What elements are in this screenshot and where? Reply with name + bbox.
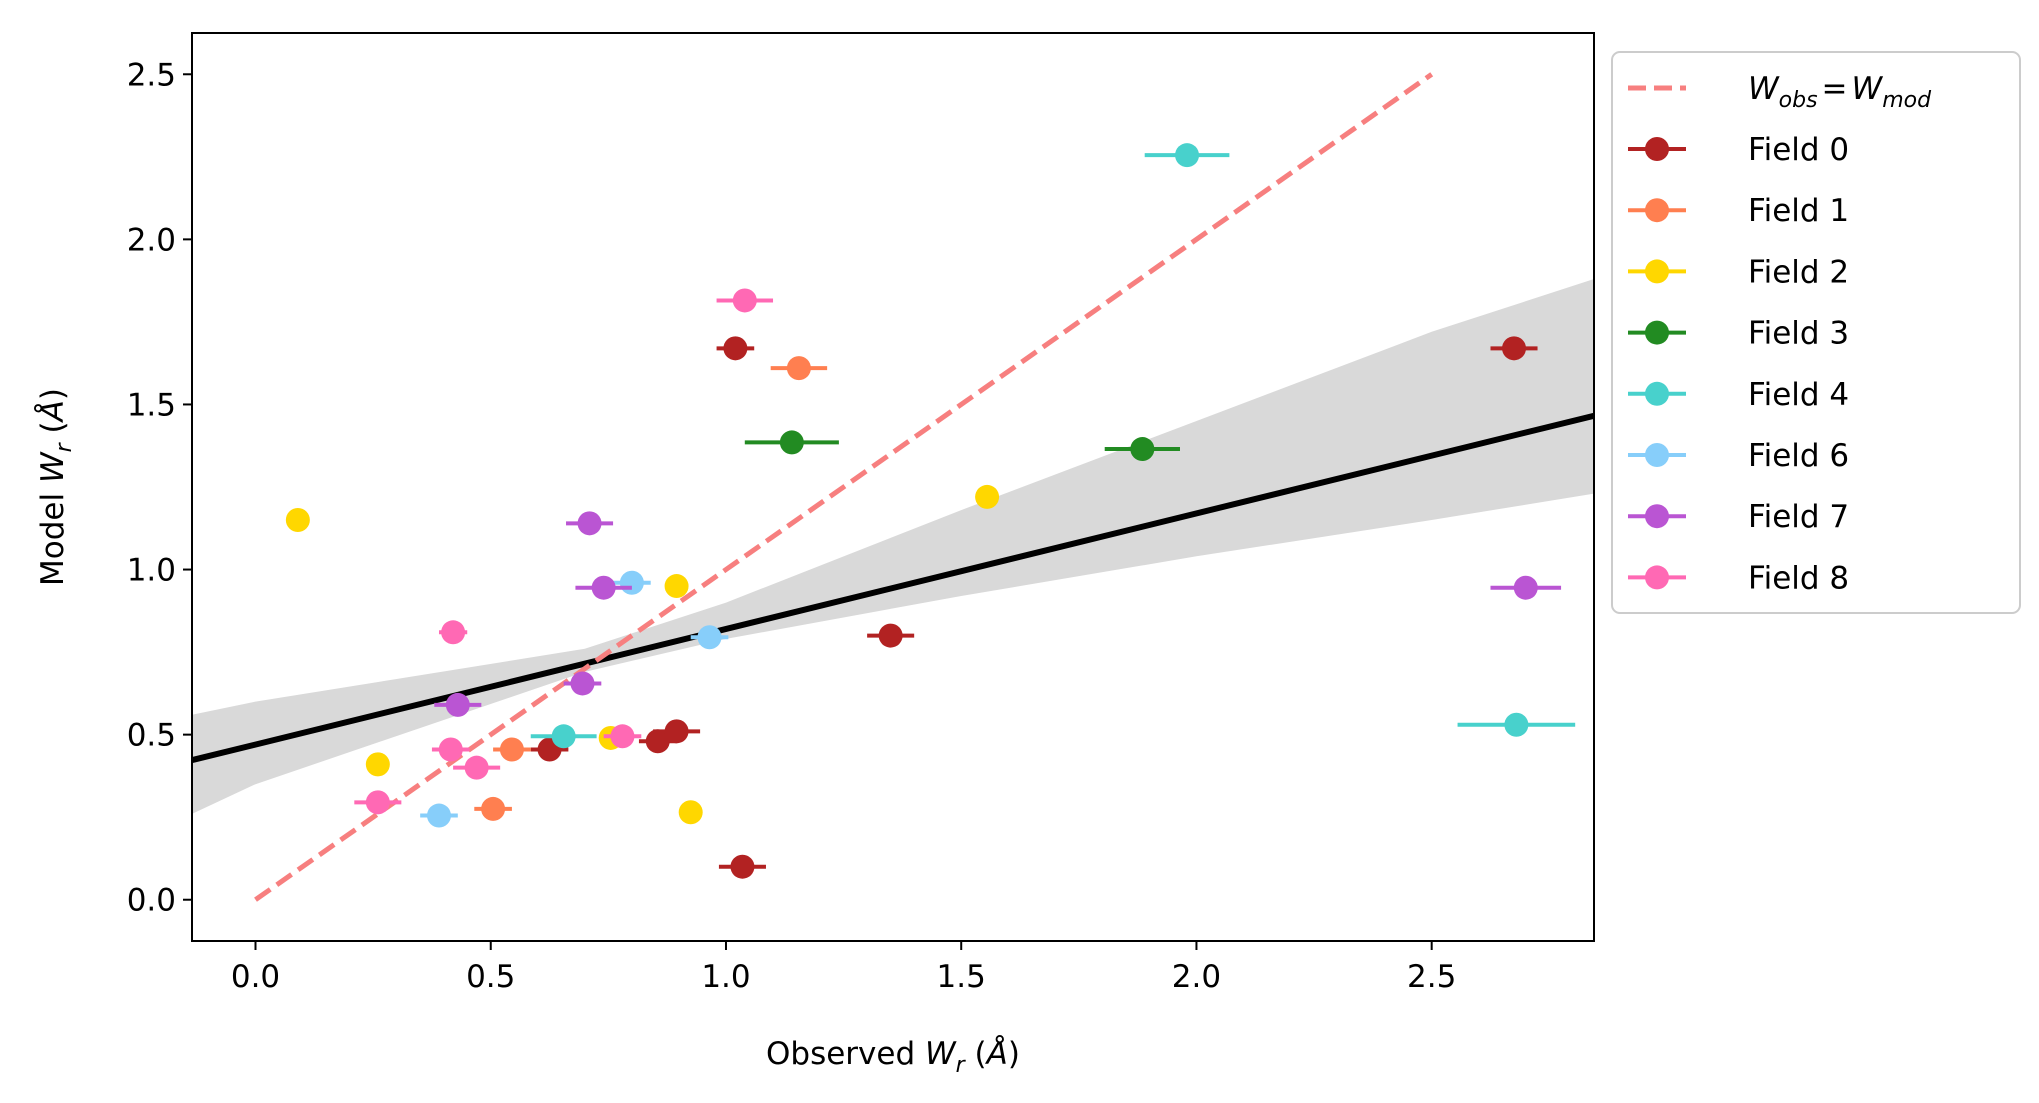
legend-swatch-marker — [1645, 137, 1669, 161]
fit-line-layer — [192, 412, 1594, 764]
data-point — [1502, 336, 1527, 361]
data-point — [285, 508, 310, 533]
x-tick-label: 0.5 — [466, 959, 515, 995]
legend-label: Field 6 — [1748, 438, 1849, 474]
fit-line — [192, 412, 1594, 764]
data-point — [365, 790, 390, 815]
legend: Wobs = Wmod Field 0 Field 1 Field 2 Field 3 Fi… — [1611, 51, 2021, 614]
series-field-4 — [530, 143, 1576, 749]
data-point — [723, 336, 748, 361]
data-point — [730, 854, 755, 879]
data-point — [610, 724, 635, 749]
data-points-layer — [285, 143, 1576, 879]
identity-line-layer — [254, 72, 1434, 902]
legend-entry: Field 6 — [1628, 438, 1849, 474]
legend-identity-label: Wobs = Wmod — [1748, 71, 1932, 113]
x-tick-label: 2.5 — [1407, 959, 1456, 995]
legend-entry: Field 3 — [1628, 316, 1849, 352]
x-tick-label: 2.0 — [1172, 959, 1221, 995]
series-field-8 — [354, 288, 774, 815]
series-field-0 — [530, 336, 1538, 879]
series-field-2 — [285, 484, 1000, 825]
x-axis-label: Observed Wr (Å) — [766, 1036, 1020, 1078]
x-tick-label: 1.5 — [937, 959, 986, 995]
data-point — [441, 620, 466, 645]
legend-label: Field 2 — [1748, 254, 1849, 290]
data-point — [1130, 437, 1155, 462]
data-point — [464, 755, 489, 780]
data-point — [570, 671, 595, 696]
legend-label: Field 8 — [1748, 560, 1849, 596]
legend-entry: Field 7 — [1628, 499, 1849, 535]
legend-entry: Field 0 — [1628, 132, 1849, 168]
legend-entry: Field 4 — [1628, 377, 1849, 413]
data-point — [732, 288, 757, 313]
identity-line — [254, 72, 1434, 902]
data-point — [975, 484, 1000, 509]
data-point — [786, 356, 811, 381]
legend-swatch-marker — [1645, 381, 1669, 406]
legend-frame — [1611, 51, 2021, 614]
data-point — [664, 574, 689, 599]
legend-label: Field 4 — [1748, 377, 1849, 413]
series-field-3 — [744, 430, 1180, 462]
data-point — [1513, 575, 1538, 600]
data-point — [645, 729, 670, 754]
y-tick-label: 1.0 — [127, 553, 176, 589]
y-tick-label: 2.0 — [127, 222, 176, 258]
x-tick-label: 1.0 — [701, 959, 750, 995]
y-axis-label: Model Wr (Å) — [35, 388, 77, 586]
data-point — [426, 803, 451, 828]
data-point — [577, 511, 602, 536]
y-axis-ticks: 0.0 0.5 1.0 1.5 2.0 2.5 — [127, 57, 192, 919]
plot-frame — [191, 32, 1595, 942]
data-point — [1175, 143, 1200, 168]
legend-entry: Field 2 — [1628, 254, 1849, 290]
data-point — [499, 737, 524, 762]
data-point — [878, 623, 903, 648]
data-point — [779, 430, 804, 455]
legend-label: Field 1 — [1748, 193, 1849, 229]
legend-entry: Field 1 — [1628, 193, 1849, 229]
x-axis-ticks: 0.0 0.5 1.0 1.5 2.0 2.5 — [231, 941, 1456, 995]
y-tick-label: 1.5 — [127, 387, 176, 423]
legend-label: Field 3 — [1748, 316, 1849, 352]
legend-swatch-marker — [1645, 198, 1669, 223]
confidence-band — [192, 279, 1594, 814]
data-point — [697, 625, 722, 650]
data-point — [619, 570, 644, 595]
data-point — [551, 724, 576, 749]
y-tick-label: 0.0 — [127, 883, 176, 919]
legend-label: Field 7 — [1748, 499, 1849, 535]
y-tick-label: 2.5 — [127, 57, 176, 93]
legend-swatch-marker — [1645, 320, 1669, 345]
data-point — [591, 575, 616, 600]
legend-swatch-marker — [1645, 259, 1669, 284]
data-point — [445, 692, 470, 717]
data-point — [438, 737, 463, 762]
x-tick-label: 0.0 — [231, 959, 280, 995]
series-field-7 — [434, 511, 1562, 717]
legend-label: Field 0 — [1748, 132, 1849, 168]
confidence-band-layer — [192, 279, 1594, 814]
legend-swatch-marker — [1645, 443, 1669, 467]
data-point — [664, 719, 689, 744]
data-point — [481, 796, 506, 821]
legend-swatch-marker — [1645, 504, 1669, 529]
series-field-1 — [474, 356, 828, 821]
data-point — [1504, 712, 1529, 737]
y-tick-label: 0.5 — [127, 718, 176, 754]
series-field-6 — [420, 570, 729, 828]
data-point — [365, 752, 390, 777]
legend-entry: Field 8 — [1628, 560, 1849, 596]
data-point — [678, 800, 703, 825]
legend-swatch-marker — [1645, 565, 1669, 590]
